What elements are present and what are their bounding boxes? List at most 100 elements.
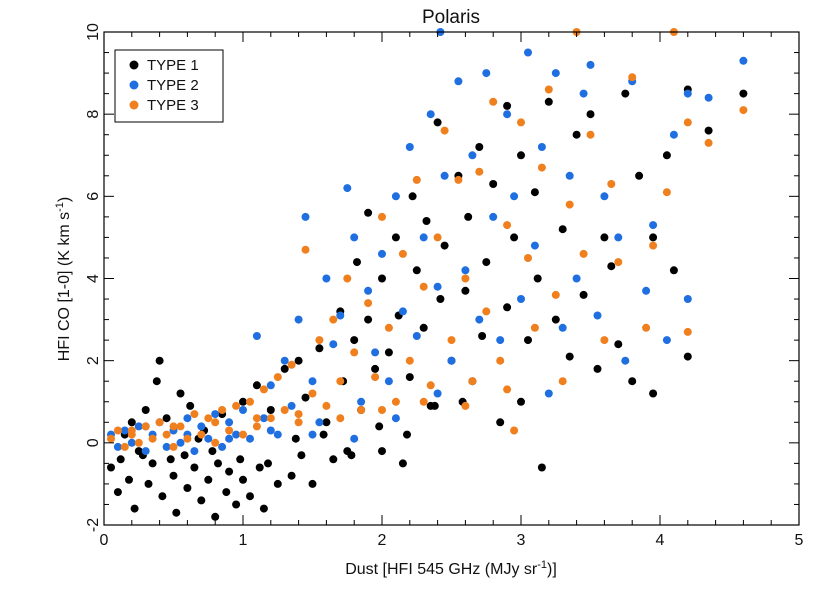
type2-point [357, 397, 366, 406]
type2-point [134, 422, 143, 431]
type1-point [669, 266, 678, 275]
legend: TYPE 1 TYPE 2 TYPE 3 [114, 49, 224, 123]
type1-point [384, 348, 393, 357]
type3-point [426, 381, 435, 390]
type3-point [454, 175, 463, 184]
type3-point [405, 356, 414, 365]
type2-point [280, 356, 289, 365]
type2-point [259, 414, 268, 423]
type1-point [236, 455, 245, 464]
type3-point [294, 418, 303, 427]
type2-point [662, 336, 671, 345]
type3-point [517, 118, 525, 127]
type1-point [166, 455, 175, 464]
type3-point [683, 327, 692, 336]
type3-point [266, 414, 275, 423]
type1-point [391, 233, 400, 242]
type1-point [433, 118, 442, 127]
type1-point [183, 484, 192, 492]
type1-point [264, 459, 272, 468]
type1-point [113, 488, 122, 497]
type3-point [364, 299, 373, 308]
points-layer [107, 28, 748, 521]
type2-point [461, 266, 470, 275]
type1-point [440, 241, 449, 250]
type1-point [197, 496, 206, 505]
type1-point [593, 364, 602, 373]
type2-point [162, 442, 171, 451]
type2-point [239, 406, 247, 414]
type1-point [301, 393, 310, 402]
type2-point [468, 151, 477, 160]
type3-point [343, 274, 352, 283]
type2-point [419, 233, 428, 242]
type3-point [371, 373, 380, 382]
type1-point [565, 352, 574, 361]
type1-point [353, 258, 361, 267]
type2-point [273, 430, 282, 439]
type2-point [503, 110, 512, 119]
type2-point [426, 110, 435, 119]
type1-point [600, 233, 609, 242]
type2-point [384, 377, 393, 386]
type1-point [398, 459, 407, 468]
type1-point [530, 188, 539, 197]
type1-point [107, 463, 115, 472]
type3-point [378, 406, 386, 414]
y-tick-label: -2 [85, 518, 102, 532]
type3-point [440, 126, 449, 135]
type1-point [280, 364, 289, 373]
type3-point [350, 348, 359, 357]
type1-point [662, 151, 671, 160]
type3-point [169, 442, 178, 451]
type1-point [169, 471, 178, 480]
type1-point [127, 418, 136, 427]
type1-point [347, 451, 356, 460]
type1-point [329, 455, 338, 464]
type1-point [148, 459, 157, 468]
type1-point [259, 504, 268, 513]
legend-label-type1: TYPE 1 [147, 57, 199, 74]
type3-point [586, 130, 595, 139]
type2-point [252, 332, 261, 340]
type1-point [378, 447, 386, 456]
type1-point [436, 295, 445, 303]
type2-point [496, 336, 505, 345]
type1-point [412, 266, 421, 275]
type2-point [551, 69, 560, 78]
legend-marker-type1 [129, 60, 139, 70]
type1-point [176, 389, 185, 398]
type3-point [155, 418, 164, 427]
type3-point [419, 397, 428, 406]
type3-point [447, 336, 456, 345]
type1-point [419, 323, 428, 332]
type2-point [294, 315, 303, 324]
x-tick-label: 4 [656, 532, 665, 549]
type1-point [186, 401, 195, 410]
type1-point [621, 89, 630, 98]
type2-point [391, 192, 400, 201]
type2-point [510, 192, 519, 201]
type3-point [704, 138, 713, 147]
type3-point [378, 212, 386, 221]
type2-point [218, 442, 227, 451]
type3-point [252, 422, 261, 431]
type3-point [461, 274, 470, 283]
type2-point [225, 434, 234, 443]
type2-point [530, 241, 539, 250]
type1-point [214, 459, 222, 468]
type3-point [558, 377, 567, 386]
type2-point [433, 282, 442, 291]
type1-point [273, 479, 282, 488]
type3-point [537, 163, 546, 172]
type2-point [364, 286, 373, 295]
type3-point [162, 430, 171, 439]
x-axis-label: Dust [HFI 545 GHz (MJy sr-1)] [345, 559, 557, 578]
x-tick-label: 3 [517, 532, 526, 549]
type3-point [211, 418, 220, 427]
type2-point [127, 438, 136, 447]
type1-point [232, 500, 241, 509]
x-tick-label: 1 [239, 532, 248, 549]
type3-point [530, 323, 539, 332]
type3-point [301, 245, 310, 254]
